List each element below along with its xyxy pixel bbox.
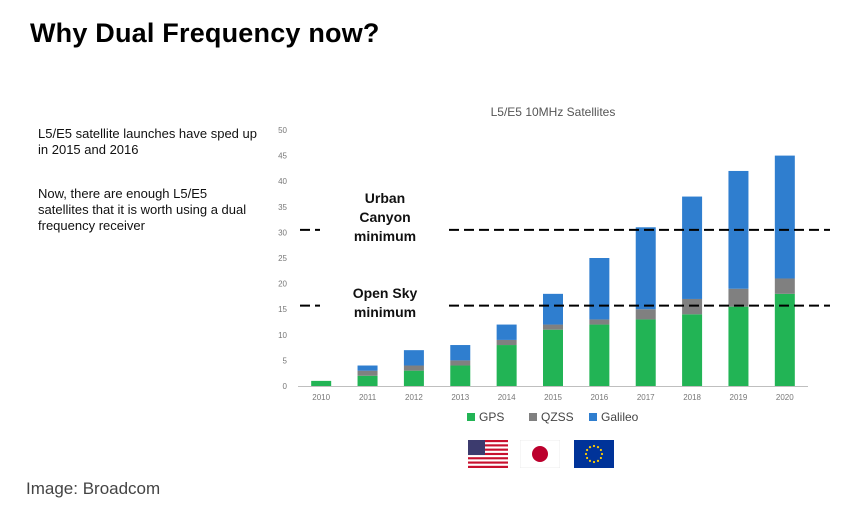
bar-qzss	[403, 365, 424, 371]
bar-qzss	[589, 319, 610, 325]
usa-flag-icon	[468, 440, 508, 468]
bar-galileo	[403, 350, 424, 366]
bar-gps	[682, 314, 703, 386]
bar-galileo	[543, 293, 563, 325]
bullet-launches: L5/E5 satellite launches have sped up in…	[38, 126, 257, 157]
bar-qzss	[357, 370, 378, 376]
bar-galileo	[357, 365, 378, 371]
bar-gps	[589, 324, 610, 386]
y-tick-label: 45	[278, 152, 287, 161]
slide-title: Why Dual Frequency now?	[30, 18, 380, 48]
y-tick-label: 50	[278, 126, 287, 135]
y-tick-label: 0	[283, 382, 288, 391]
bar-gps	[357, 375, 378, 386]
japan-flag-icon	[520, 440, 560, 468]
bar-galileo	[682, 196, 703, 299]
x-tick-label: 2010	[312, 393, 330, 402]
bar-qzss	[543, 324, 563, 330]
bar-qzss	[496, 339, 517, 346]
bar-gps	[543, 329, 563, 386]
x-tick-label: 2020	[776, 393, 794, 402]
threshold-label: Urban	[365, 190, 405, 206]
x-tick-label: 2019	[730, 393, 748, 402]
threshold-label: Canyon	[359, 209, 410, 225]
bar-qzss	[728, 288, 749, 307]
bar-galileo	[774, 155, 795, 279]
y-tick-label: 10	[278, 331, 287, 340]
legend-label-gps: GPS	[479, 410, 504, 424]
y-tick-label: 40	[278, 177, 287, 186]
bar-galileo	[496, 324, 517, 340]
x-tick-label: 2014	[498, 393, 516, 402]
y-tick-label: 20	[278, 280, 287, 289]
bar-qzss	[682, 298, 703, 315]
threshold-label: minimum	[354, 228, 416, 244]
threshold-label: minimum	[354, 304, 416, 320]
bar-galileo	[635, 227, 656, 310]
bar-gps	[496, 345, 517, 386]
bar-gps	[311, 380, 332, 386]
x-tick-label: 2018	[683, 393, 701, 402]
bar-qzss	[635, 309, 656, 320]
bar-galileo	[589, 258, 610, 320]
bar-gps	[403, 370, 424, 386]
bar-qzss	[450, 360, 471, 366]
bar-gps	[635, 319, 656, 386]
y-tick-label: 35	[278, 203, 287, 212]
bar-galileo	[450, 345, 471, 361]
legend-label-qzss: QZSS	[541, 410, 574, 424]
x-tick-label: 2012	[405, 393, 423, 402]
threshold-label: Open Sky	[353, 285, 418, 301]
bar-qzss	[774, 278, 795, 294]
legend-swatch-gps	[467, 413, 475, 421]
y-tick-label: 15	[278, 305, 287, 314]
bar-gps	[774, 293, 795, 386]
x-tick-label: 2013	[451, 393, 469, 402]
chart-title: L5/E5 10MHz Satellites	[491, 105, 616, 119]
x-tick-label: 2011	[359, 393, 377, 402]
bar-gps	[450, 365, 471, 386]
y-tick-label: 5	[283, 356, 288, 365]
bullet-enough-satellites: Now, there are enough L5/E5 satellites t…	[38, 186, 247, 233]
bar-gps	[728, 306, 749, 386]
legend-label-galileo: Galileo	[601, 410, 639, 424]
x-tick-label: 2015	[544, 393, 562, 402]
image-credit: Image: Broadcom	[26, 479, 161, 498]
x-tick-label: 2017	[637, 393, 655, 402]
legend-swatch-galileo	[589, 413, 597, 421]
y-tick-label: 25	[278, 254, 287, 263]
eu-flag-icon	[574, 440, 614, 468]
x-tick-label: 2016	[590, 393, 608, 402]
y-tick-label: 30	[278, 228, 287, 237]
legend-swatch-qzss	[529, 413, 537, 421]
